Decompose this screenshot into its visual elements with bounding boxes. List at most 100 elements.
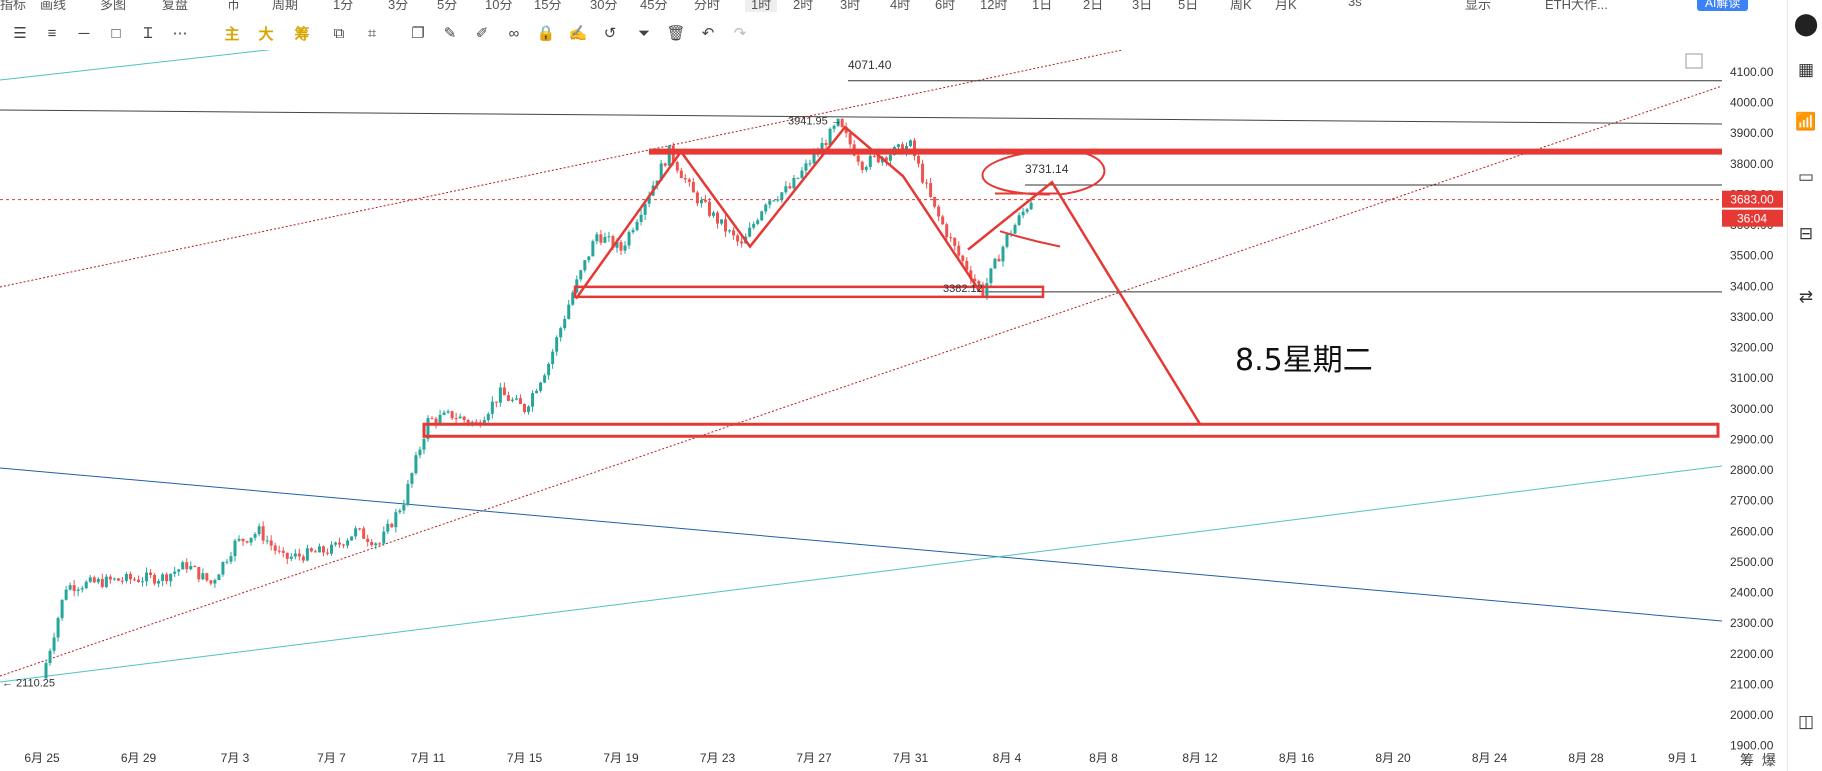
edit-icon[interactable]: ✍ bbox=[568, 25, 588, 42]
timeframe-item[interactable]: 2时 bbox=[793, 0, 814, 12]
timeframe-item[interactable]: 1分 bbox=[333, 0, 354, 12]
grid-icon[interactable]: ▦ bbox=[1797, 60, 1815, 79]
candle-body bbox=[989, 268, 993, 284]
price-chart[interactable]: 4100.004000.003900.003800.003700.003600.… bbox=[0, 50, 1787, 771]
timeframe-item[interactable]: 复盘 bbox=[162, 0, 189, 12]
timeframe-item[interactable]: 6时 bbox=[935, 0, 956, 12]
magnet-icon[interactable]: ↺ bbox=[603, 25, 617, 42]
candle-body bbox=[840, 118, 844, 128]
timeframe-item[interactable]: 5日 bbox=[1178, 0, 1199, 12]
filter-icon[interactable]: ⏷ bbox=[637, 24, 650, 42]
monitor-icon[interactable]: ▭ bbox=[1797, 167, 1815, 186]
text-tool-icon[interactable]: Ɪ bbox=[143, 25, 153, 42]
timeframe-item[interactable]: 10分 bbox=[485, 0, 513, 12]
timeframe-item[interactable]: 3分 bbox=[388, 0, 409, 12]
indicator-icon[interactable]: 📶 bbox=[1795, 112, 1817, 131]
timeframe-item[interactable]: 周期 bbox=[272, 0, 299, 12]
menu-icon[interactable]: ☰ bbox=[13, 25, 27, 42]
copy-icon[interactable]: ❐ bbox=[411, 25, 425, 42]
candle-body bbox=[720, 219, 724, 224]
candle-body bbox=[454, 418, 458, 420]
brush-icon[interactable]: ✐ bbox=[475, 25, 489, 42]
timeframe-item[interactable]: 周K bbox=[1230, 0, 1252, 12]
timeframe-item[interactable]: 12时 bbox=[980, 0, 1008, 12]
fullscreen-icon bbox=[1685, 53, 1703, 69]
candle-body bbox=[104, 576, 108, 587]
ai-interpret-button[interactable]: AI解读 bbox=[1697, 0, 1749, 11]
window-icon[interactable]: ◫ bbox=[1797, 712, 1815, 731]
candle-body bbox=[551, 351, 555, 364]
indicator-toggle-3[interactable]: 筹 bbox=[294, 25, 310, 43]
candle-body bbox=[856, 155, 860, 162]
timeframe-item[interactable]: 指标 bbox=[0, 0, 27, 12]
timeframe-item[interactable]: 1日 bbox=[1032, 0, 1053, 12]
redo-icon[interactable]: ↷ bbox=[733, 25, 747, 42]
timeframe-item[interactable]: 15分 bbox=[534, 0, 562, 12]
candle-body bbox=[1013, 224, 1017, 234]
layers-icon[interactable]: ⧉ bbox=[333, 24, 345, 42]
undo-icon[interactable]: ↶ bbox=[701, 25, 715, 42]
candle-body bbox=[350, 536, 354, 541]
candle-body bbox=[317, 546, 321, 553]
candle-body bbox=[76, 589, 80, 591]
candle-body bbox=[434, 418, 438, 424]
indicator-toggle-1[interactable]: 主 bbox=[224, 25, 240, 43]
line-icon[interactable]: ─ bbox=[78, 24, 90, 42]
timeframe-item[interactable]: 3s bbox=[1348, 0, 1362, 9]
timeframe-item[interactable]: 币 bbox=[227, 0, 241, 12]
timeframe-item[interactable]: 多图 bbox=[100, 0, 127, 12]
candle-body bbox=[185, 562, 189, 570]
candle-body bbox=[591, 241, 595, 257]
candle-body bbox=[442, 412, 446, 415]
timeframe-item[interactable]: 2日 bbox=[1083, 0, 1104, 12]
label-high-top: 4071.40 bbox=[848, 58, 892, 72]
candle-body bbox=[112, 578, 116, 580]
candle-body bbox=[539, 382, 543, 391]
candle-body bbox=[599, 234, 603, 243]
candle-body bbox=[213, 580, 217, 584]
candle-body bbox=[124, 573, 128, 581]
compare-icon[interactable]: ⇄ bbox=[1798, 287, 1814, 306]
timeframe-item[interactable]: 1时 bbox=[745, 0, 778, 12]
rectangle-icon[interactable]: □ bbox=[111, 24, 121, 42]
list-icon[interactable]: ≡ bbox=[47, 24, 57, 42]
lock-icon[interactable]: 🔒 bbox=[536, 25, 556, 42]
candle-body bbox=[949, 237, 953, 239]
timeframe-item[interactable]: 3时 bbox=[840, 0, 861, 12]
candle-body bbox=[197, 567, 201, 580]
ruler-icon[interactable]: ⌗ bbox=[367, 24, 377, 42]
collapse-icon[interactable]: ⬤ bbox=[1793, 11, 1819, 36]
indicator-toggle-2[interactable]: 大 bbox=[258, 25, 274, 43]
candle-body bbox=[297, 553, 301, 557]
timeframe-item[interactable]: 30分 bbox=[590, 0, 618, 12]
corner-tools: 筹 爆 bbox=[1740, 750, 1780, 770]
timeframe-item[interactable]: 画线 bbox=[40, 0, 67, 12]
timeframe-item[interactable]: 分时 bbox=[694, 0, 721, 12]
candle-body bbox=[925, 182, 929, 184]
candle-body bbox=[44, 663, 48, 679]
candle-body bbox=[965, 260, 969, 271]
more-icon[interactable]: ⋯ bbox=[172, 25, 188, 42]
timeframe-item[interactable]: 3日 bbox=[1132, 0, 1153, 12]
timeframe-item[interactable]: ETH大作... bbox=[1545, 0, 1608, 12]
timeframe-item[interactable]: 5分 bbox=[437, 0, 458, 12]
pencil-icon[interactable]: ✎ bbox=[443, 25, 457, 42]
highlight-circle bbox=[981, 148, 1106, 196]
chip-button[interactable]: 筹 bbox=[1740, 752, 1754, 768]
timeframe-item[interactable]: 45分 bbox=[640, 0, 668, 12]
trash-icon[interactable]: 🗑 bbox=[666, 25, 686, 42]
support-box bbox=[573, 285, 1045, 299]
liquidation-button[interactable]: 爆 bbox=[1761, 752, 1776, 768]
timeframe-item[interactable]: 显示 bbox=[1465, 0, 1492, 12]
timeframe-item[interactable]: 4时 bbox=[890, 0, 911, 12]
candle-body bbox=[108, 576, 112, 580]
candle-body bbox=[257, 526, 261, 535]
candle-body bbox=[864, 166, 868, 170]
data-icon[interactable]: ⊟ bbox=[1798, 224, 1814, 243]
candle-body bbox=[510, 399, 514, 401]
timeframe-item[interactable]: 月K bbox=[1275, 0, 1297, 12]
candle-body bbox=[679, 170, 683, 179]
candle-body bbox=[498, 387, 502, 403]
candle-body bbox=[462, 416, 466, 420]
link-icon[interactable]: ∞ bbox=[508, 24, 520, 42]
